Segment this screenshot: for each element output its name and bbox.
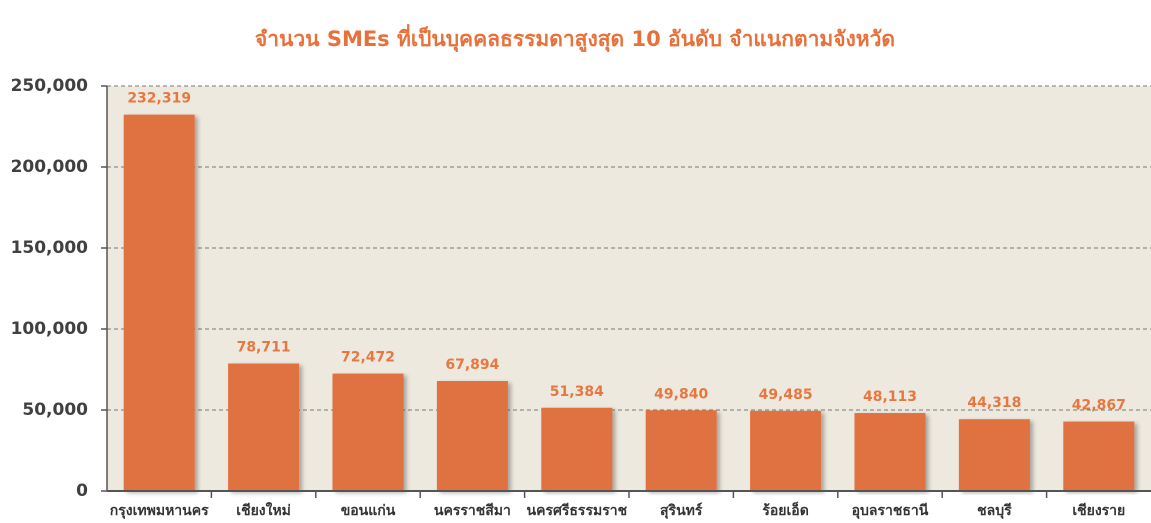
y-tick-label: 0 [76,481,88,501]
bar [541,407,613,491]
y-tick-label: 50,000 [22,400,88,420]
x-tick-label: เชียงราย [1072,503,1125,519]
x-tick-label: ร้อยเอ็ด [762,501,808,519]
value-label: 49,840 [654,386,708,402]
value-label: 48,113 [863,389,917,405]
bar [436,381,508,491]
y-tick-label: 100,000 [11,319,89,339]
bar [123,114,195,491]
x-tick-label: อุบลราชธานี [852,503,929,519]
bar [854,413,926,491]
x-tick-label: นครราชสีมา [434,503,511,519]
bar [750,410,822,491]
x-tick-label: ชลบุรี [977,503,1012,519]
bar [958,419,1030,491]
x-tick-label: นครศรีธรรมราช [527,503,628,519]
value-label: 78,711 [237,339,291,355]
y-tick-label: 250,000 [11,76,89,96]
value-label: 51,384 [550,384,604,400]
bar [332,373,404,491]
value-label: 42,867 [1072,398,1126,414]
x-tick-label: กรุงเทพมหานคร [110,503,209,519]
bar [645,410,717,491]
chart-title: จำนวน SMEs ที่เป็นบุคคลธรรมดาสูงสุด 10 อ… [255,23,895,53]
bar [1063,421,1135,491]
y-tick-label: 200,000 [11,157,89,177]
value-label: 232,319 [127,91,191,107]
x-tick-label: ขอนแก่น [341,503,396,519]
y-tick-label: 150,000 [11,238,89,258]
value-label: 67,894 [445,357,499,373]
value-label: 44,318 [967,395,1021,411]
x-tick-label: เชียงใหม่ [236,501,291,519]
value-label: 49,485 [759,387,813,403]
value-label: 72,472 [341,350,395,366]
x-tick-label: สุรินทร์ [660,502,703,519]
bar [228,363,300,491]
